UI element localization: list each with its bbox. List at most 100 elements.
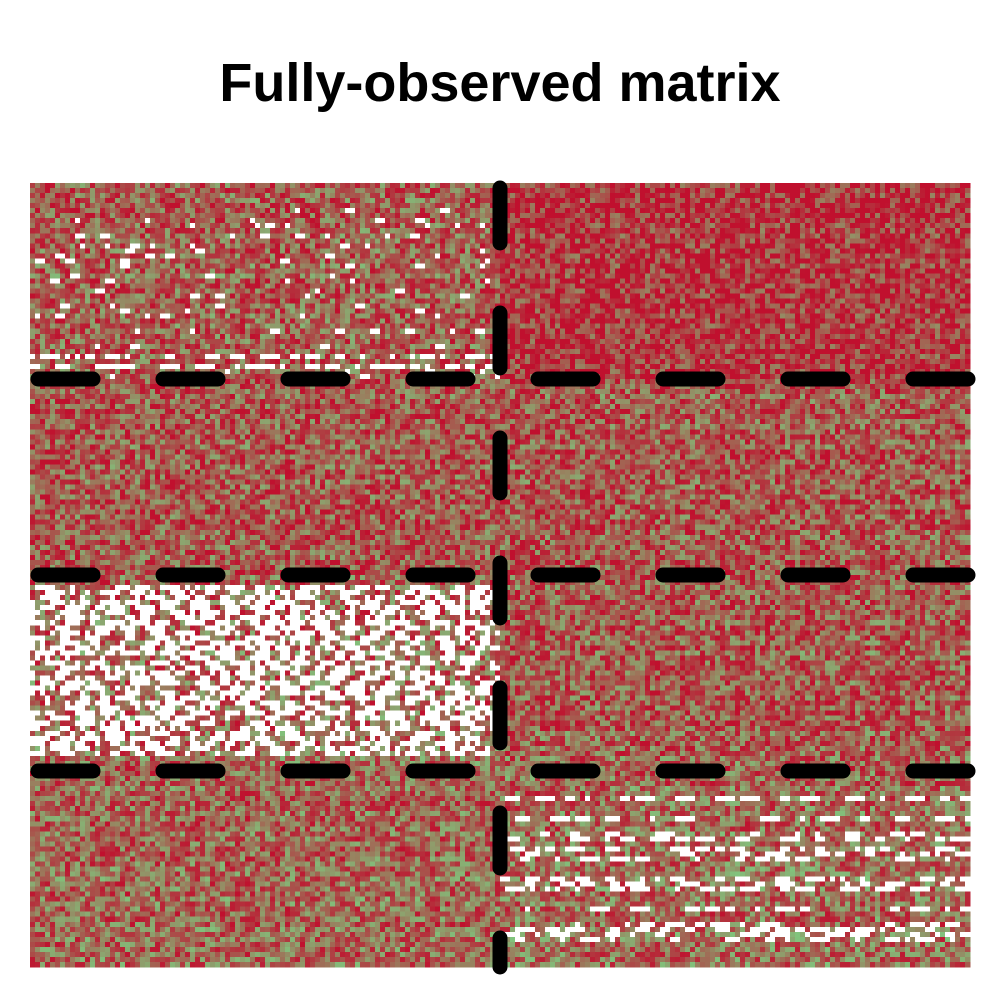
heatmap-cell [785, 218, 790, 223]
heatmap-cell [685, 233, 690, 238]
heatmap-cell [80, 213, 85, 218]
heatmap-cell [220, 183, 225, 188]
heatmap-cell [620, 193, 625, 198]
heatmap-cell [455, 218, 460, 223]
heatmap-cell [865, 193, 870, 198]
missing-cell [325, 233, 330, 238]
heatmap-cell [730, 198, 735, 203]
heatmap-cell [775, 218, 780, 223]
heatmap-cell [710, 188, 715, 193]
heatmap-cell [645, 193, 650, 198]
heatmap-cell [100, 238, 105, 243]
heatmap-cell [815, 228, 820, 233]
heatmap-cell [125, 238, 130, 243]
heatmap-cell [545, 183, 550, 188]
heatmap-cell [560, 238, 565, 243]
heatmap-cell [950, 213, 955, 218]
heatmap-cell [655, 223, 660, 228]
heatmap-cell [240, 193, 245, 198]
heatmap-cell [385, 188, 390, 193]
heatmap-cell [930, 218, 935, 223]
heatmap-cell [915, 223, 920, 228]
heatmap-cell [720, 193, 725, 198]
heatmap-cell [110, 188, 115, 193]
heatmap-cell [830, 228, 835, 233]
heatmap-cell [485, 183, 490, 188]
heatmap-cell [440, 238, 445, 243]
heatmap-cell [120, 218, 125, 223]
heatmap-cell [670, 208, 675, 213]
heatmap-cell [910, 198, 915, 203]
heatmap-cell [765, 188, 770, 193]
heatmap-cell [940, 228, 945, 233]
heatmap-cell [930, 193, 935, 198]
heatmap-cell [650, 213, 655, 218]
heatmap-cell [295, 218, 300, 223]
heatmap-cell [425, 233, 430, 238]
heatmap-cell [680, 213, 685, 218]
heatmap-cell [325, 193, 330, 198]
heatmap-cell [695, 198, 700, 203]
heatmap-cell [905, 233, 910, 238]
heatmap-cell [105, 213, 110, 218]
heatmap-cell [370, 228, 375, 233]
heatmap-cell [570, 183, 575, 188]
heatmap-cell [450, 208, 455, 213]
heatmap-cell [100, 213, 105, 218]
heatmap-cell [285, 208, 290, 213]
heatmap-cell [210, 203, 215, 208]
heatmap-cell [525, 213, 530, 218]
heatmap-cell [65, 218, 70, 223]
heatmap-cell [595, 223, 600, 228]
heatmap-cell [95, 223, 100, 228]
heatmap-cell [325, 198, 330, 203]
heatmap-cell [285, 193, 290, 198]
heatmap-cell [645, 203, 650, 208]
heatmap-cell [510, 233, 515, 238]
heatmap-cell [35, 183, 40, 188]
heatmap-cell [840, 188, 845, 193]
heatmap-cell [220, 203, 225, 208]
heatmap-cell [200, 208, 205, 213]
heatmap-cell [435, 228, 440, 233]
missing-cell [285, 223, 290, 228]
heatmap-cell [280, 233, 285, 238]
heatmap-cell [655, 208, 660, 213]
missing-cell [250, 218, 255, 223]
heatmap-cell [655, 233, 660, 238]
heatmap-cell [480, 203, 485, 208]
heatmap-cell [625, 188, 630, 193]
heatmap-cell [40, 228, 45, 233]
heatmap-cell [120, 238, 125, 243]
heatmap-cell [745, 183, 750, 188]
heatmap-cell [235, 238, 240, 243]
heatmap-cell [890, 208, 895, 213]
heatmap-cell [155, 233, 160, 238]
heatmap-cell [750, 233, 755, 238]
heatmap-cell [630, 233, 635, 238]
heatmap-cell [590, 223, 595, 228]
heatmap-cell [630, 238, 635, 243]
heatmap-cell [65, 183, 70, 188]
heatmap-cell [920, 213, 925, 218]
heatmap-cell [465, 203, 470, 208]
missing-cell [265, 223, 270, 228]
heatmap-cell [945, 218, 950, 223]
heatmap-cell [655, 228, 660, 233]
heatmap-cell [965, 233, 970, 238]
heatmap-cell [340, 193, 345, 198]
heatmap-cell [895, 228, 900, 233]
heatmap-cell [360, 198, 365, 203]
heatmap-cell [180, 188, 185, 193]
heatmap-cell [295, 228, 300, 233]
missing-cell [415, 233, 420, 238]
heatmap-cell [230, 218, 235, 223]
heatmap-cell [685, 193, 690, 198]
heatmap-cell [165, 203, 170, 208]
heatmap-cell [55, 208, 60, 213]
heatmap-cell [265, 218, 270, 223]
heatmap-cell [615, 188, 620, 193]
heatmap-cell [70, 193, 75, 198]
heatmap-cell [895, 208, 900, 213]
heatmap-cell [80, 183, 85, 188]
